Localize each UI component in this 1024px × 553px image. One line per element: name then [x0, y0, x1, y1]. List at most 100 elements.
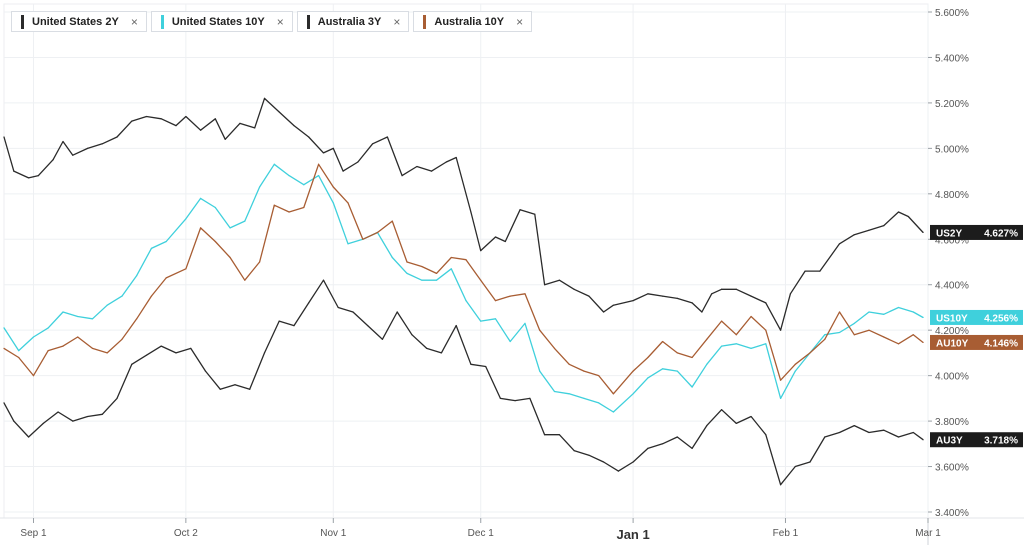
data-point-us10y — [214, 206, 216, 209]
data-point-au3y — [632, 461, 634, 463]
data-point-au3y — [779, 484, 782, 486]
y-tick-label: 3.600% — [935, 463, 969, 474]
close-icon[interactable]: × — [276, 14, 284, 29]
data-point-us10y — [406, 272, 408, 274]
data-point-us2y — [224, 138, 226, 140]
badge-au10y: AU10Y 4.146% — [930, 334, 1023, 350]
data-point-us10y — [524, 322, 526, 324]
data-point-us10y — [583, 397, 585, 399]
data-point-au3y — [544, 434, 546, 436]
data-point-au10y — [165, 277, 167, 279]
x-axis: Sep 1 Oct 2 Nov 1 Dec 1 Jan 1 Feb 1 Mar 1 — [20, 518, 941, 542]
close-icon[interactable]: × — [393, 14, 401, 29]
data-point-us2y — [455, 156, 457, 159]
badge-name: US10Y — [936, 313, 968, 324]
data-point-us2y — [175, 125, 177, 127]
data-point-us2y — [691, 302, 693, 304]
data-point-au3y — [765, 434, 767, 436]
data-point-au10y — [539, 329, 541, 331]
legend-chip-au10y[interactable]: Australia 10Y × — [413, 11, 533, 32]
data-point-au10y — [32, 375, 35, 377]
data-point-au10y — [735, 334, 737, 336]
legend-label: United States 10Y — [171, 15, 265, 28]
data-point-au3y — [558, 434, 560, 436]
data-point-au3y — [514, 400, 516, 402]
legend: United States 2Y × United States 10Y × A… — [11, 11, 533, 32]
y-tick-label: 4.000% — [935, 372, 969, 383]
badge-background — [930, 224, 1023, 240]
data-point-au10y — [809, 352, 811, 354]
last-value-badges: US2Y 4.627% US10Y 4.256% AU3Y 3.718% AU10Y 4.14… — [930, 224, 1023, 448]
legend-swatch — [21, 14, 24, 29]
data-point-au3y — [131, 363, 133, 365]
data-point-us2y — [612, 304, 615, 306]
data-point-au3y — [529, 397, 531, 399]
data-point-us2y — [445, 161, 447, 163]
data-point-us10y — [598, 402, 600, 404]
data-point-au3y — [219, 388, 221, 390]
data-point-au3y — [661, 443, 664, 445]
data-point-au3y — [234, 384, 236, 386]
data-point-au10y — [824, 338, 826, 340]
data-point-us2y — [86, 147, 89, 149]
data-point-au3y — [381, 338, 384, 340]
data-point-au10y — [18, 356, 20, 359]
data-point-au3y — [897, 436, 900, 438]
legend-chip-us10y[interactable]: United States 10Y × — [150, 11, 293, 32]
data-point-us10y — [244, 220, 246, 222]
data-point-us2y — [357, 161, 359, 163]
data-point-au3y — [838, 431, 841, 434]
data-point-au10y — [421, 265, 423, 268]
data-point-us2y — [116, 136, 118, 138]
legend-label: Australia 3Y — [317, 15, 382, 28]
data-point-us2y — [897, 211, 900, 213]
legend-chip-us2y[interactable]: United States 2Y × — [11, 11, 147, 32]
data-point-us10y — [47, 327, 49, 329]
data-point-au3y — [499, 397, 502, 399]
data-point-au3y — [922, 439, 924, 441]
x-tick-label: Mar 1 — [915, 528, 941, 539]
data-point-au3y — [720, 409, 723, 411]
data-point-au10y — [912, 334, 914, 336]
data-point-au10y — [553, 347, 556, 349]
legend-chip-au3y[interactable]: Australia 3Y × — [296, 11, 410, 32]
data-point-au10y — [62, 345, 64, 347]
data-point-us2y — [711, 293, 713, 295]
x-tick-label: Dec 1 — [468, 528, 495, 539]
close-icon[interactable]: × — [516, 14, 524, 29]
data-point-au3y — [101, 413, 103, 415]
data-point-au3y — [249, 388, 251, 390]
close-icon[interactable]: × — [130, 14, 138, 29]
data-point-us10y — [661, 368, 664, 370]
badge-value: 4.627% — [984, 228, 1018, 239]
data-point-au10y — [185, 268, 187, 270]
data-point-us2y — [544, 284, 546, 286]
badge-value: 4.256% — [984, 313, 1018, 324]
data-point-au3y — [676, 436, 678, 438]
data-point-us2y — [676, 297, 678, 299]
data-point-us10y — [824, 334, 826, 336]
data-point-us10y — [165, 240, 167, 243]
y-tick-label: 4.600% — [935, 235, 969, 246]
badge-name: AU10Y — [936, 338, 969, 349]
data-point-au10y — [303, 206, 305, 209]
y-tick-label: 4.400% — [935, 281, 969, 292]
data-point-au10y — [647, 356, 649, 359]
data-point-us10y — [509, 340, 511, 343]
data-point-us10y — [632, 393, 634, 395]
data-point-us2y — [131, 120, 133, 122]
data-point-au10y — [480, 279, 482, 281]
data-point-au3y — [145, 354, 148, 356]
data-point-au10y — [838, 311, 841, 313]
data-point-au10y — [524, 293, 526, 295]
data-point-au10y — [794, 363, 796, 365]
badge-us10y: US10Y 4.256% — [930, 309, 1023, 325]
data-point-au10y — [77, 336, 79, 338]
data-point-au3y — [647, 447, 649, 449]
y-tick-label: 5.200% — [935, 99, 969, 110]
data-point-us10y — [765, 343, 767, 345]
data-point-us10y — [750, 347, 752, 349]
data-point-us10y — [62, 311, 64, 313]
data-point-au10y — [150, 295, 153, 297]
